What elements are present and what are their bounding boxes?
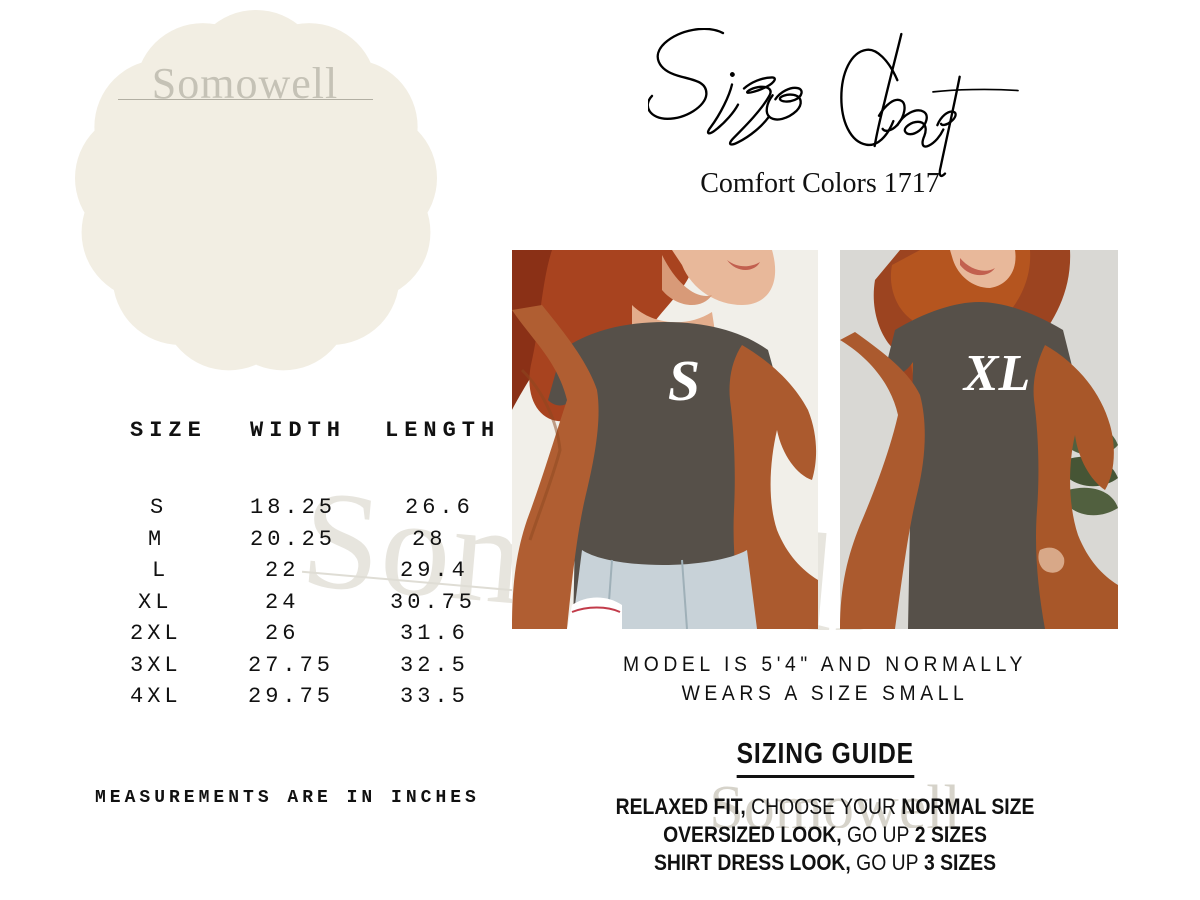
svg-text:S: S bbox=[668, 348, 700, 413]
svg-text:XL: XL bbox=[962, 345, 1030, 402]
